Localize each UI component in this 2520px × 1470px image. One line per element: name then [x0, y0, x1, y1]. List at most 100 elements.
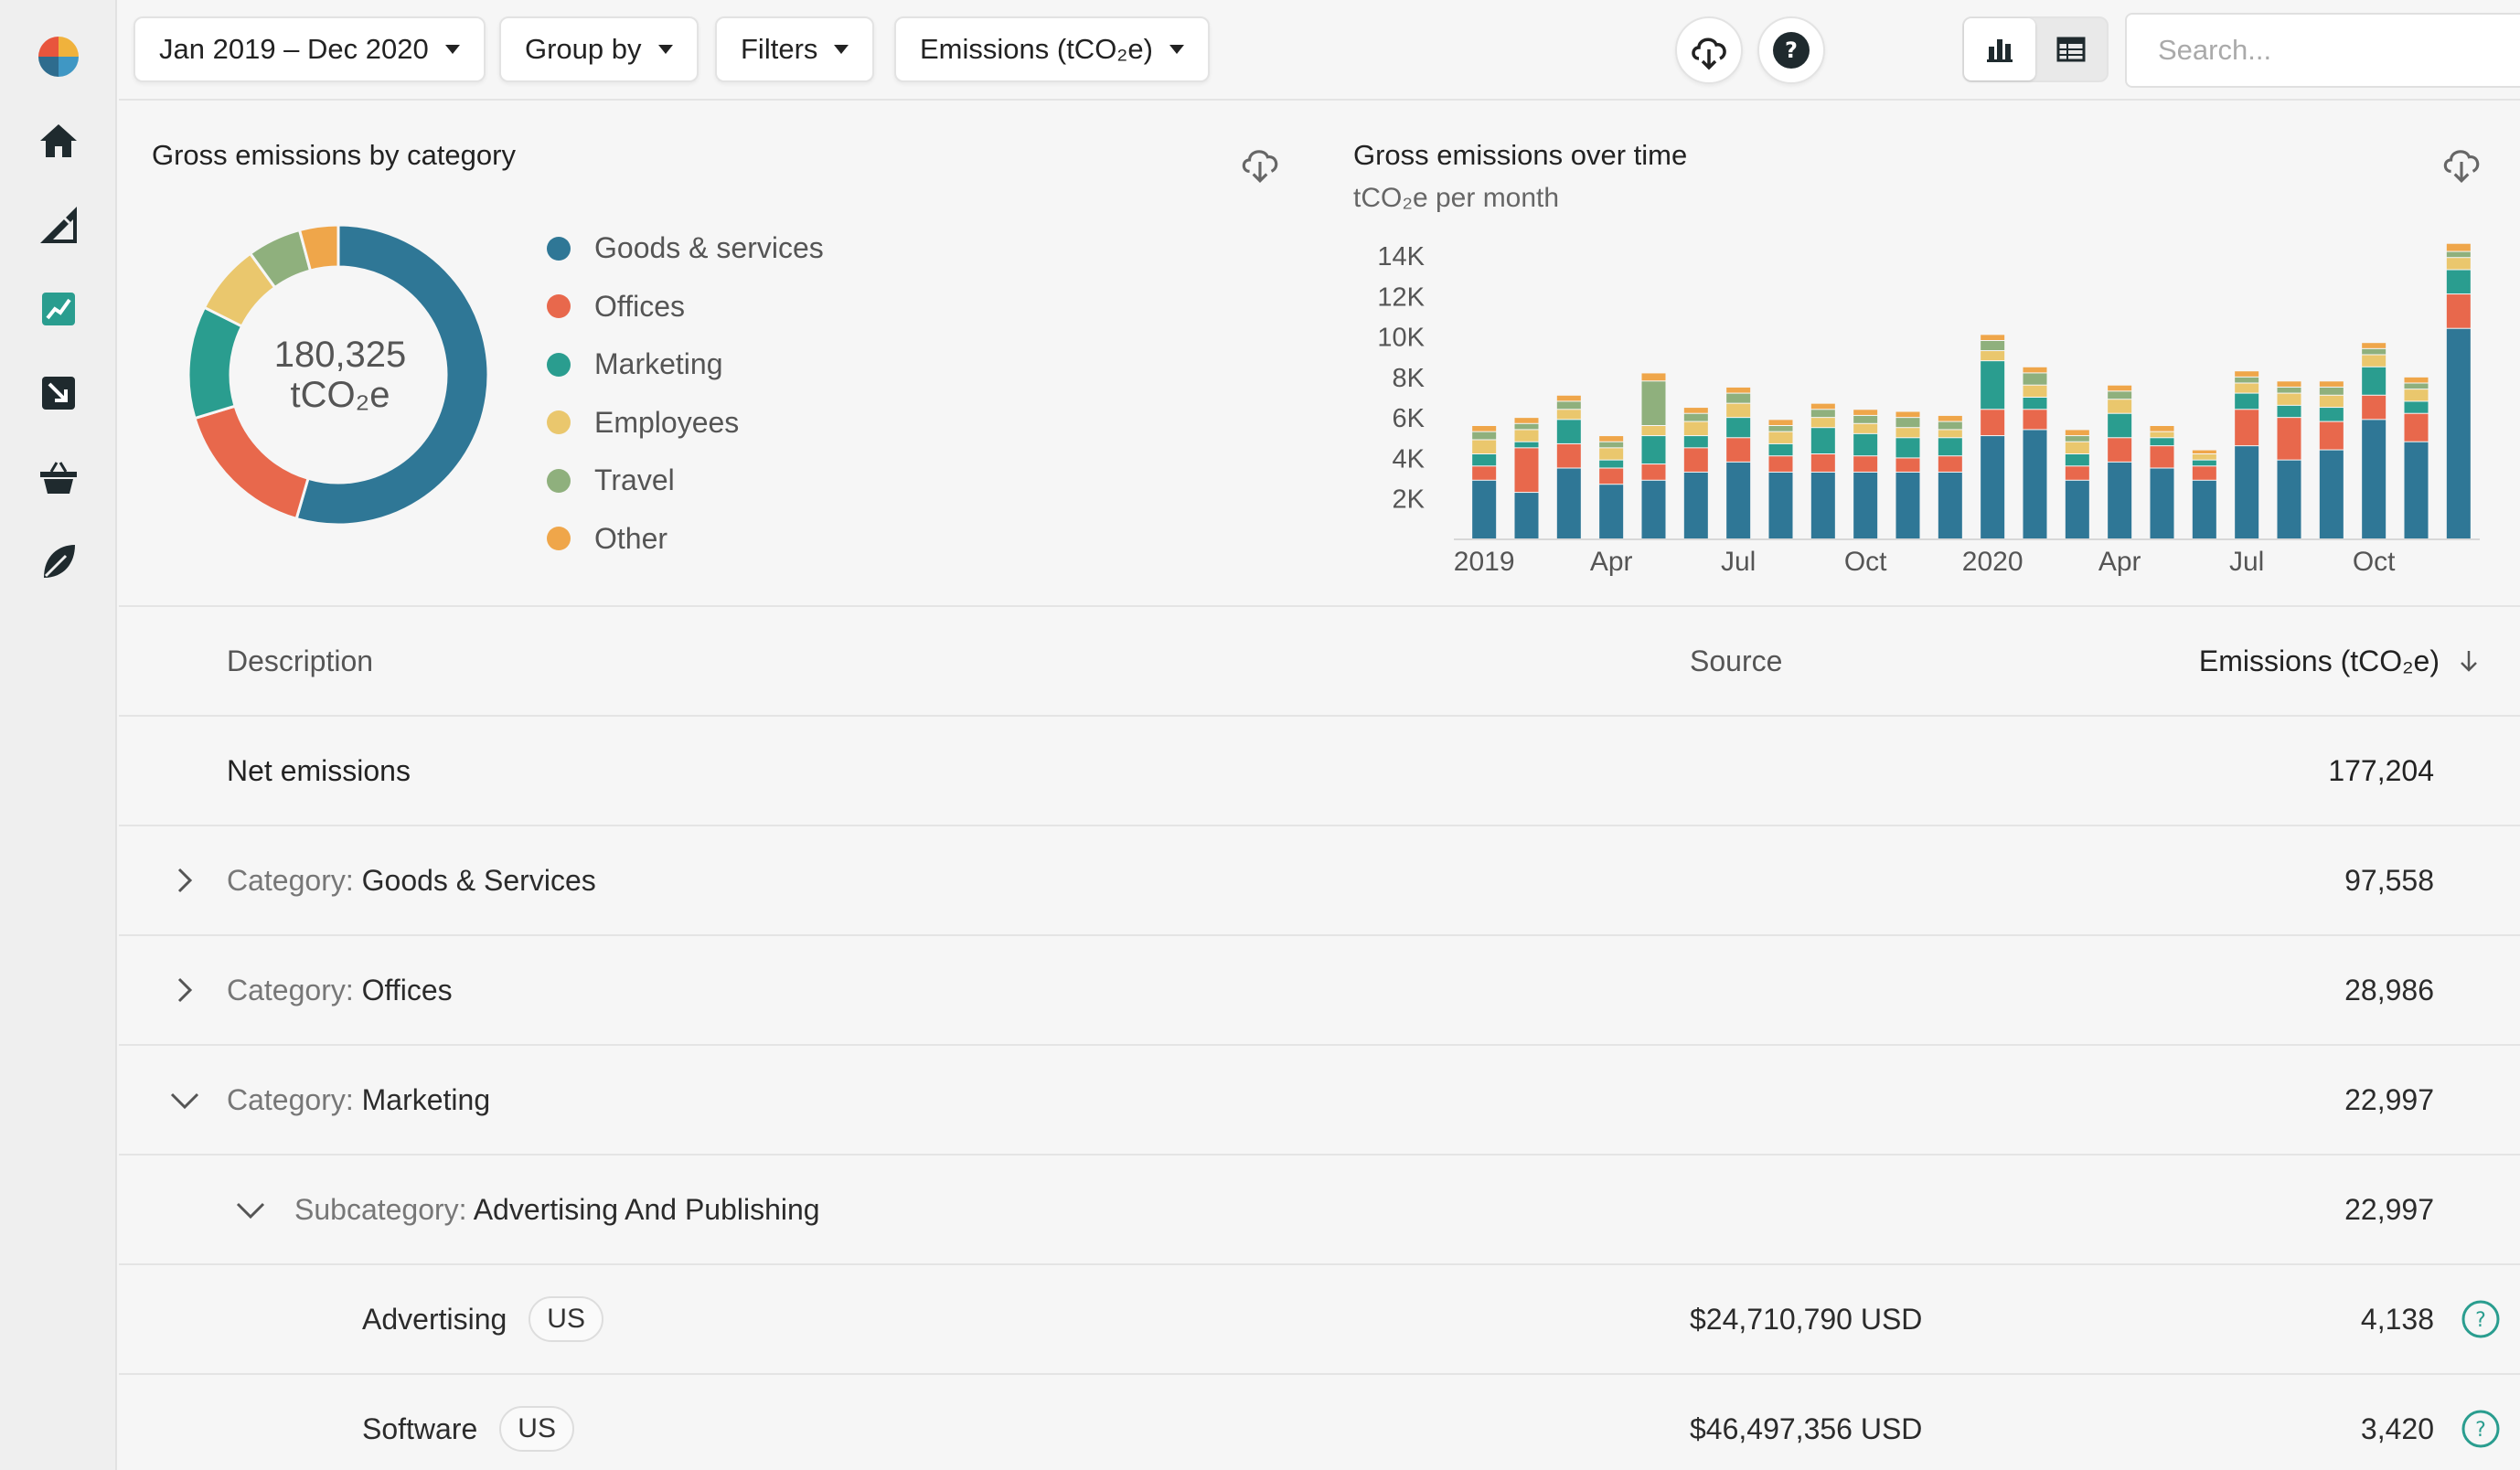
bar-segment[interactable]	[2319, 421, 2344, 450]
bar-segment[interactable]	[1938, 421, 1962, 430]
legend-item[interactable]: Travel	[547, 452, 824, 510]
chevron-down-icon[interactable]	[232, 1191, 269, 1228]
bar-segment[interactable]	[1726, 438, 1751, 462]
metric-dropdown[interactable]: Emissions (tCO₂e)	[894, 16, 1210, 82]
bar-segment[interactable]	[2108, 391, 2132, 399]
bar-segment[interactable]	[2150, 468, 2174, 539]
table-row[interactable]: Subcategory: Advertising And Publishing …	[119, 1154, 2520, 1263]
bar-segment[interactable]	[2065, 480, 2089, 538]
bar-segment[interactable]	[2150, 446, 2174, 468]
leaf-icon[interactable]	[29, 532, 88, 591]
bar-segment[interactable]	[1938, 415, 1962, 421]
bar-segment[interactable]	[1683, 421, 1708, 436]
bar-segment[interactable]	[2404, 413, 2429, 442]
import-icon[interactable]	[29, 364, 88, 422]
bar-segment[interactable]	[2446, 251, 2471, 258]
bar-segment[interactable]	[2235, 371, 2259, 377]
bar-segment[interactable]	[1683, 413, 1708, 421]
bar-segment[interactable]	[1556, 420, 1581, 443]
bar-segment[interactable]	[1726, 418, 1751, 438]
bar-segment[interactable]	[1599, 448, 1624, 460]
analytics-icon[interactable]	[29, 280, 88, 338]
bar-segment[interactable]	[1938, 472, 1962, 538]
bar-segment[interactable]	[1641, 464, 1666, 480]
bar-segment[interactable]	[2319, 387, 2344, 395]
bar-segment[interactable]	[1472, 426, 1497, 431]
bar-segment[interactable]	[2192, 480, 2216, 538]
emissions-header[interactable]: Emissions (tCO₂e)	[2198, 644, 2440, 677]
bar-segment[interactable]	[2235, 393, 2259, 410]
bar-segment[interactable]	[1938, 430, 1962, 438]
bar-segment[interactable]	[2277, 405, 2301, 418]
bar-segment[interactable]	[1768, 426, 1793, 431]
bar-segment[interactable]	[1853, 456, 1878, 472]
bar-segment[interactable]	[1726, 462, 1751, 538]
bar-segment[interactable]	[1556, 468, 1581, 539]
bar-segment[interactable]	[1641, 373, 1666, 381]
bar-segment[interactable]	[2235, 383, 2259, 393]
legend-item[interactable]: Marketing	[547, 336, 824, 394]
bar-segment[interactable]	[2362, 367, 2387, 395]
bar-segment[interactable]	[1768, 456, 1793, 472]
bar-segment[interactable]	[1683, 448, 1708, 472]
basket-icon[interactable]	[29, 448, 88, 506]
bar-segment[interactable]	[1853, 410, 1878, 415]
bar-segment[interactable]	[2065, 436, 2089, 442]
bar-segment[interactable]	[2446, 328, 2471, 538]
search-input[interactable]	[2158, 34, 2520, 67]
bar-segment[interactable]	[2065, 442, 2089, 453]
bar-segment[interactable]	[1810, 403, 1835, 410]
bar-segment[interactable]	[2108, 399, 2132, 413]
bar-segment[interactable]	[1768, 472, 1793, 538]
bar-segment[interactable]	[1514, 493, 1539, 538]
bar-segment[interactable]	[1938, 438, 1962, 456]
app-logo-icon[interactable]	[29, 27, 88, 86]
bar-segment[interactable]	[1853, 472, 1878, 538]
bar-segment[interactable]	[1599, 436, 1624, 442]
bar-segment[interactable]	[1938, 456, 1962, 472]
bar-segment[interactable]	[2023, 430, 2047, 538]
bar-segment[interactable]	[1981, 335, 2005, 340]
bar-segment[interactable]	[2192, 460, 2216, 466]
group-by-dropdown[interactable]: Group by	[499, 16, 699, 82]
help-circle-icon[interactable]: ?	[2460, 1298, 2502, 1340]
bar-segment[interactable]	[1726, 393, 1751, 403]
bar-segment[interactable]	[2065, 454, 2089, 466]
bar-segment[interactable]	[1514, 442, 1539, 448]
bar-segment[interactable]	[1768, 431, 1793, 443]
bar-segment[interactable]	[1599, 468, 1624, 485]
bar-segment[interactable]	[1853, 415, 1878, 423]
bar-segment[interactable]	[1556, 410, 1581, 420]
bar-segment[interactable]	[1514, 423, 1539, 430]
download-bar-chart-icon[interactable]	[2438, 139, 2485, 186]
bar-segment[interactable]	[1810, 428, 1835, 453]
bar-segment[interactable]	[1514, 430, 1539, 442]
bar-segment[interactable]	[1853, 433, 1878, 456]
bar-segment[interactable]	[1472, 440, 1497, 454]
bar-segment[interactable]	[2235, 446, 2259, 538]
bar-segment[interactable]	[1472, 454, 1497, 466]
bar-segment[interactable]	[2150, 426, 2174, 431]
bar-segment[interactable]	[2319, 450, 2344, 538]
bar-segment[interactable]	[1895, 411, 1920, 418]
bar-segment[interactable]	[2362, 348, 2387, 355]
bar-segment[interactable]	[2404, 401, 2429, 413]
bar-segment[interactable]	[2319, 395, 2344, 408]
bar-segment[interactable]	[1726, 403, 1751, 418]
bar-segment[interactable]	[1726, 387, 1751, 393]
bar-segment[interactable]	[2108, 413, 2132, 438]
bar-segment[interactable]	[2446, 294, 2471, 328]
bar-segment[interactable]	[1472, 480, 1497, 538]
bar-segment[interactable]	[2192, 450, 2216, 453]
bar-segment[interactable]	[1981, 410, 2005, 436]
chevron-down-icon[interactable]	[166, 1081, 203, 1118]
bar-segment[interactable]	[2023, 373, 2047, 385]
bar-segment[interactable]	[1514, 448, 1539, 493]
bar-segment[interactable]	[2108, 438, 2132, 462]
bar-segment[interactable]	[1683, 472, 1708, 538]
table-row[interactable]: Software US $46,497,356 USD 3,420 ?	[119, 1373, 2520, 1470]
table-row[interactable]: Advertising US $24,710,790 USD 4,138 ?	[119, 1263, 2520, 1373]
bar-segment[interactable]	[2277, 381, 2301, 387]
donut-slice[interactable]	[193, 404, 310, 521]
home-icon[interactable]	[29, 112, 88, 170]
